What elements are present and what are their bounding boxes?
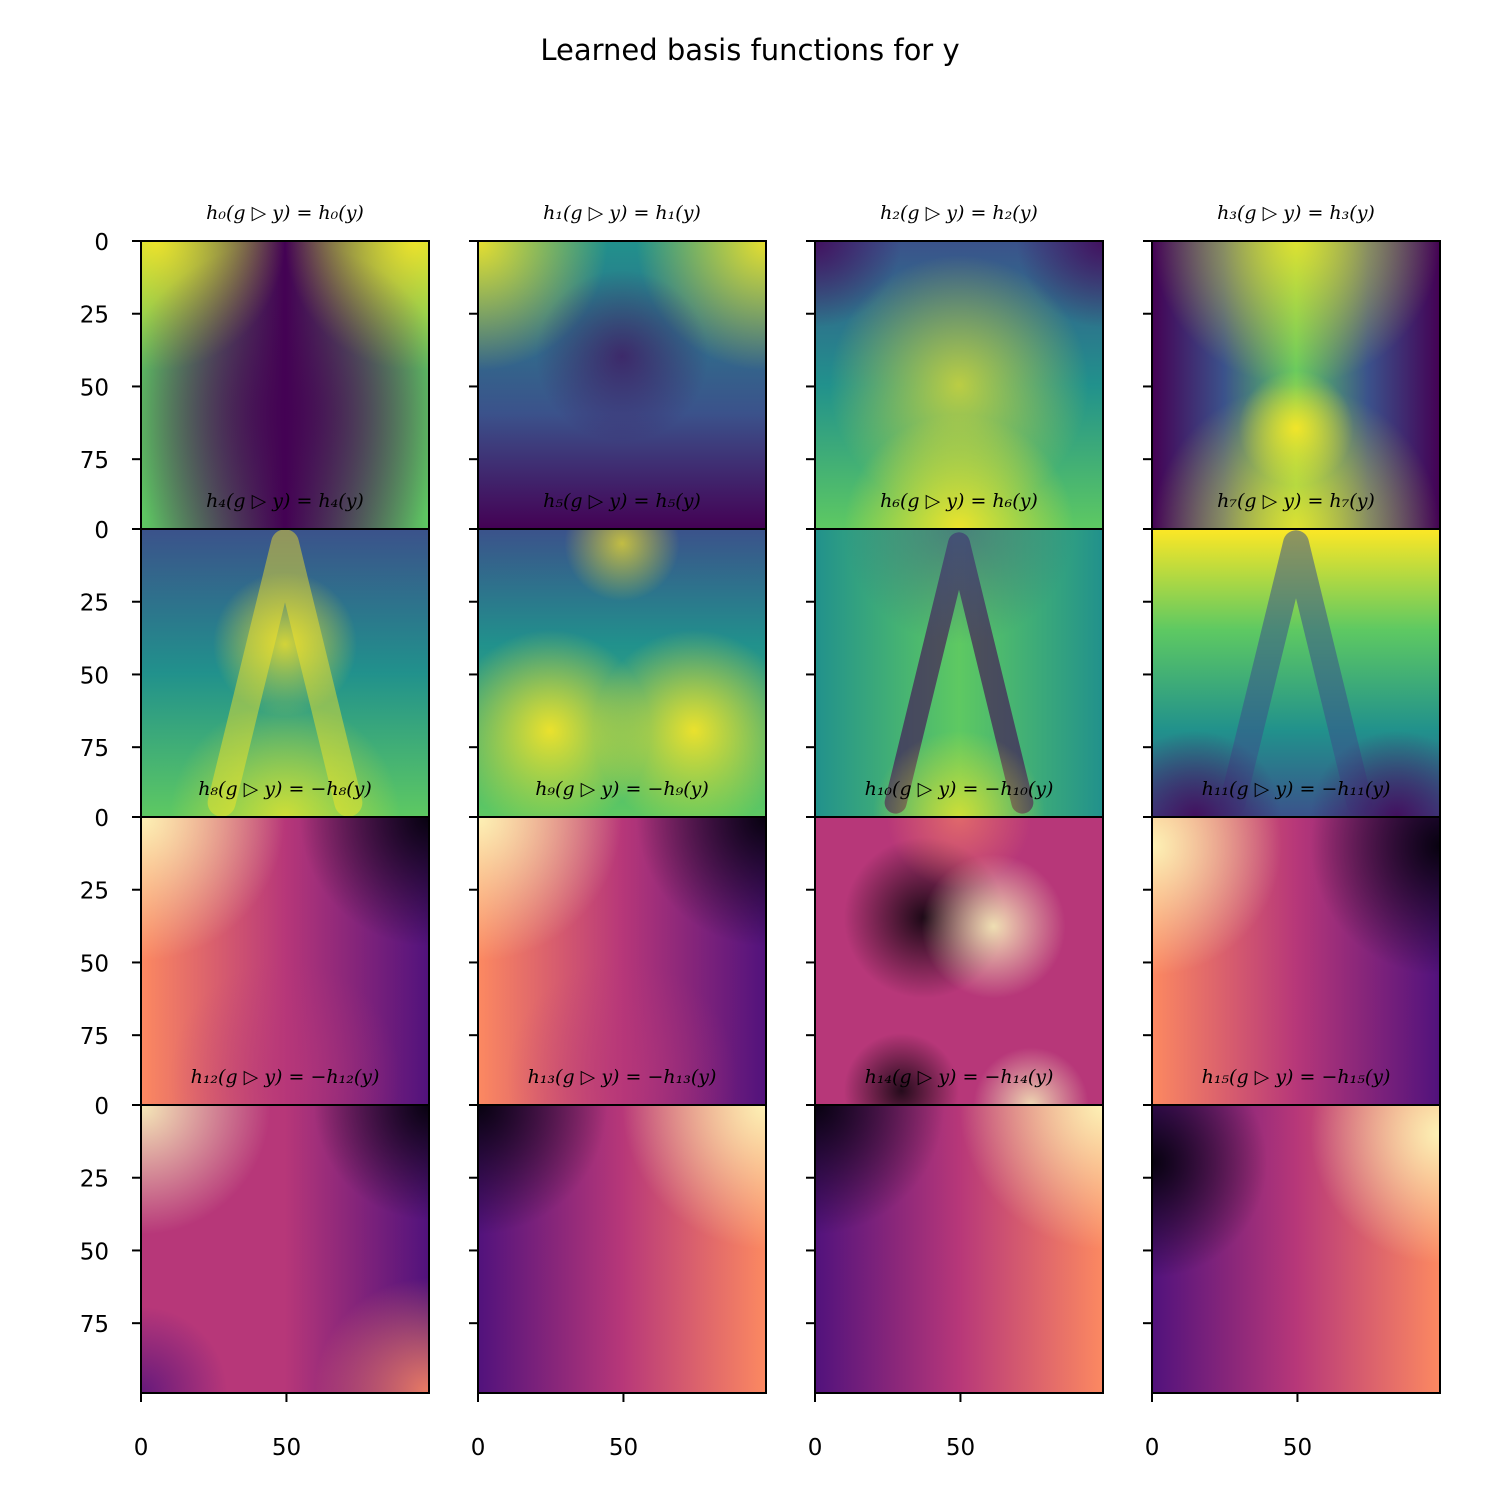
panel-6-title: h₆(g ▷ y) = h₆(y) [880,490,1038,512]
ytick-label: 0 [94,1094,109,1120]
ytick-label: 0 [94,230,109,256]
panel-11-heatmap [1152,817,1440,1105]
panel-9: h₉(g ▷ y) = −h₉(y) [469,778,767,1106]
panel-14-frame [814,1104,1104,1394]
panel-9-title: h₉(g ▷ y) = −h₉(y) [535,778,709,800]
panel-6: h₆(g ▷ y) = h₆(y) [806,490,1104,818]
panel-2-heatmap [815,241,1103,529]
panel-5-heatmap [478,529,766,817]
ytick-label: 50 [80,663,109,689]
panel-9-heatmap [478,817,766,1105]
ytick-label: 75 [80,736,109,762]
ytick-label: 0 [94,518,109,544]
panel-5-title: h₅(g ▷ y) = h₅(y) [543,490,701,512]
panel-4-heatmap [141,529,429,817]
panel-1: h₁(g ▷ y) = h₁(y) [469,202,767,530]
panel-12: 0 25 50 75 0 50 h₁₂(g ▷ y) = −h₁₂(y) [80,1066,430,1461]
panel-15-title: h₁₅(g ▷ y) = −h₁₅(y) [1202,1066,1391,1088]
panel-12-frame [140,1104,430,1394]
panel-3-title: h₃(g ▷ y) = h₃(y) [1217,202,1375,224]
panel-5: h₅(g ▷ y) = h₅(y) [469,490,767,818]
panel-0-title: h₀(g ▷ y) = h₀(y) [206,202,364,224]
ytick-label: 75 [80,1312,109,1338]
panel-0: 0 25 50 75 h₀(g ▷ y) = h₀(y) [80,202,430,530]
panel-7-heatmap [1152,529,1440,817]
panel-15-heatmap [1152,1105,1440,1393]
ytick-label: 0 [94,806,109,832]
panel-15: 0 50 h₁₅(g ▷ y) = −h₁₅(y) [1143,1066,1441,1461]
panel-6-heatmap [815,529,1103,817]
xtick-label: 50 [609,1435,638,1461]
xtick-label: 0 [471,1435,486,1461]
ytick-label: 75 [80,1024,109,1050]
ytick-label: 75 [80,448,109,474]
panel-13: 0 50 h₁₃(g ▷ y) = −h₁₃(y) [469,1066,767,1461]
ytick-label: 25 [80,879,109,905]
panel-8: 0 25 50 75 h₈(g ▷ y) = −h₈(y) [80,778,430,1106]
ytick-label: 25 [80,1167,109,1193]
xtick-label: 0 [808,1435,823,1461]
xtick-label: 50 [272,1435,301,1461]
ytick-label: 50 [80,375,109,401]
panel-10-heatmap [815,817,1103,1105]
panel-13-heatmap [478,1105,766,1393]
panel-3: h₃(g ▷ y) = h₃(y) [1143,202,1441,530]
ytick-label: 50 [80,1239,109,1265]
panel-10: h₁₀(g ▷ y) = −h₁₀(y) [806,778,1104,1106]
panel-10-title: h₁₀(g ▷ y) = −h₁₀(y) [865,778,1054,800]
panel-0-heatmap [141,241,429,529]
panel-12-heatmap [141,1105,429,1393]
panel-8-title: h₈(g ▷ y) = −h₈(y) [198,778,372,800]
panel-14-title: h₁₄(g ▷ y) = −h₁₄(y) [865,1066,1054,1088]
ytick-label: 25 [80,591,109,617]
xtick-label: 0 [1145,1435,1160,1461]
panel-1-heatmap [478,241,766,529]
panel-13-frame [477,1104,767,1394]
xtick-label: 50 [1283,1435,1312,1461]
panel-11: h₁₁(g ▷ y) = −h₁₁(y) [1143,778,1441,1106]
panel-4: 0 25 50 75 h₄(g ▷ y) = h₄(y) [80,490,430,818]
panel-14: 0 50 h₁₄(g ▷ y) = −h₁₄(y) [806,1066,1104,1461]
panel-15-frame [1151,1104,1441,1394]
panel-14-heatmap [815,1105,1103,1393]
panel-8-heatmap [141,817,429,1105]
panel-grid: 0 25 50 75 h₀(g ▷ y) = h₀(y) h₁(g ▷ y) = h₁(y… [80,202,1441,1461]
panel-4-title: h₄(g ▷ y) = h₄(y) [206,490,364,512]
panel-11-title: h₁₁(g ▷ y) = −h₁₁(y) [1202,778,1391,800]
panel-7: h₇(g ▷ y) = h₇(y) [1143,490,1441,818]
panel-13-title: h₁₃(g ▷ y) = −h₁₃(y) [528,1066,717,1088]
ytick-label: 50 [80,951,109,977]
panel-7-title: h₇(g ▷ y) = h₇(y) [1217,490,1375,512]
panel-3-heatmap [1152,241,1440,529]
panel-1-title: h₁(g ▷ y) = h₁(y) [543,202,701,224]
panel-12-title: h₁₂(g ▷ y) = −h₁₂(y) [191,1066,380,1088]
xtick-label: 50 [946,1435,975,1461]
figure-title: Learned basis functions for y [540,33,959,67]
panel-2: h₂(g ▷ y) = h₂(y) [806,202,1104,530]
xtick-label: 0 [134,1435,149,1461]
panel-2-title: h₂(g ▷ y) = h₂(y) [880,202,1038,224]
ytick-label: 25 [80,303,109,329]
